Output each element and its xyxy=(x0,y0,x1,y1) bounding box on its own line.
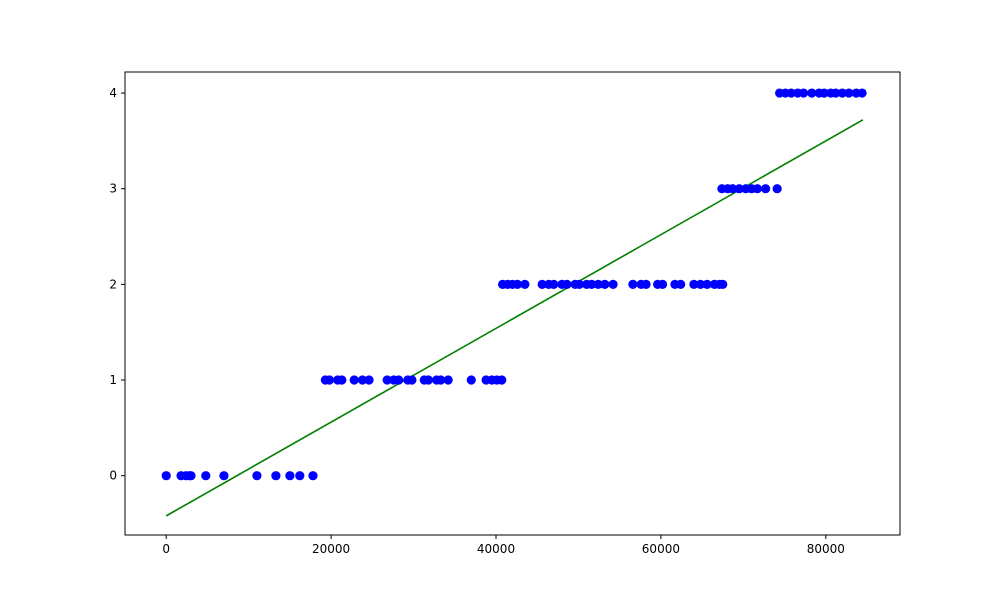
scatter-point-84 xyxy=(844,88,854,98)
y-tick-label: 3 xyxy=(109,182,117,196)
scatter-point-67 xyxy=(734,184,744,194)
scatter-point-66 xyxy=(728,184,738,194)
scatter-point-82 xyxy=(831,88,841,98)
scatter-point-5 xyxy=(201,471,211,481)
scatter-point-39 xyxy=(537,279,547,289)
x-tick-label: 40000 xyxy=(477,542,515,556)
scatter-point-58 xyxy=(689,279,699,289)
scatter-point-83 xyxy=(837,88,847,98)
scatter-point-10 xyxy=(295,471,305,481)
x-tick-label: 60000 xyxy=(642,542,680,556)
scatter-point-13 xyxy=(324,375,335,385)
scatter-point-11 xyxy=(308,471,318,481)
scatter-point-49 xyxy=(600,279,610,289)
y-tick-label: 1 xyxy=(109,373,117,387)
scatter-point-86 xyxy=(857,88,867,98)
scatter-point-0 xyxy=(161,471,171,481)
scatter-point-71 xyxy=(761,184,771,194)
scatter-point-72 xyxy=(772,184,782,194)
scatter-point-28 xyxy=(443,375,453,385)
scatter-point-55 xyxy=(657,279,668,289)
scatter-point-48 xyxy=(593,279,603,289)
scatter-point-60 xyxy=(702,279,712,289)
y-tick-label: 2 xyxy=(109,277,117,291)
scatter-point-27 xyxy=(436,375,446,385)
scatter-point-19 xyxy=(382,375,392,385)
scatter-point-50 xyxy=(608,279,618,289)
scatter-point-78 xyxy=(807,88,817,98)
scatter-point-59 xyxy=(695,279,706,289)
scatter-points-layer xyxy=(161,88,867,481)
scatter-point-7 xyxy=(252,471,262,481)
x-tick-label: 20000 xyxy=(312,542,350,556)
scatter-point-15 xyxy=(337,375,347,385)
scatter-point-43 xyxy=(562,279,572,289)
scatter-point-57 xyxy=(676,279,686,289)
scatter-point-41 xyxy=(549,279,559,289)
scatter-point-23 xyxy=(407,375,417,385)
x-tick-label: 80000 xyxy=(807,542,845,556)
ticks-layer: 0 20000 40000 60000 80000 0 1 2 3 4 xyxy=(109,86,845,556)
scatter-point-4 xyxy=(186,471,196,481)
scatter-point-45 xyxy=(574,279,584,289)
scatter-point-9 xyxy=(285,471,295,481)
scatter-point-37 xyxy=(512,279,523,289)
y-tick-label: 4 xyxy=(109,86,117,100)
scatter-point-47 xyxy=(587,279,597,289)
scatter-point-63 xyxy=(718,279,728,289)
scatter-point-70 xyxy=(752,184,762,194)
scatter-point-8 xyxy=(271,471,281,481)
scatter-point-33 xyxy=(497,375,507,385)
axes-frame xyxy=(124,71,901,536)
scatter-point-25 xyxy=(423,375,433,385)
scatter-point-77 xyxy=(798,88,809,98)
scatter-point-38 xyxy=(520,279,530,289)
scatter-point-18 xyxy=(364,375,374,385)
scatter-point-75 xyxy=(786,88,796,98)
scatter-point-53 xyxy=(641,279,651,289)
scatter-point-21 xyxy=(394,375,404,385)
scatter-point-17 xyxy=(357,375,368,385)
scatter-point-6 xyxy=(219,471,229,481)
scatter-point-29 xyxy=(466,375,476,385)
scatter-point-51 xyxy=(628,279,638,289)
x-tick-label: 0 xyxy=(162,542,170,556)
scatter-point-80 xyxy=(819,88,829,98)
axes-layer xyxy=(124,71,901,536)
scatter-point-16 xyxy=(349,375,359,385)
y-tick-label: 0 xyxy=(109,469,117,483)
